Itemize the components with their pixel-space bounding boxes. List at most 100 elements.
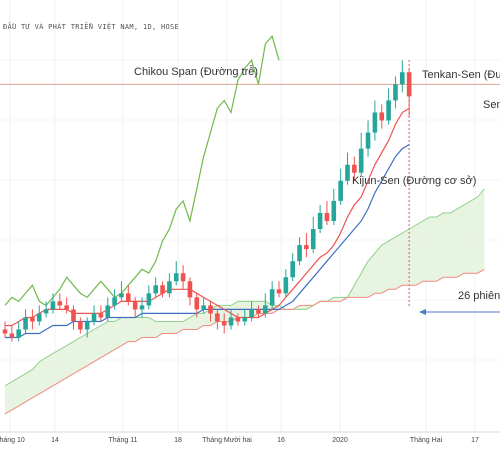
candle-body [324, 212, 330, 221]
candle-body [393, 84, 398, 101]
candle-body [16, 329, 21, 338]
candle [153, 277, 158, 298]
candle-body [228, 317, 234, 326]
candle-body [386, 100, 391, 121]
candle-body [372, 112, 378, 133]
candle [30, 309, 35, 330]
candle [2, 321, 8, 338]
candle [167, 273, 172, 298]
x-axis: Tháng 10 14 Tháng 11 18 Tháng Mười hai 16 2020… [0, 431, 500, 444]
chart-title: ĐẦU TƯ VÀ PHÁT TRIỂN VIỆT NAM, 1D, HOSE [3, 22, 179, 31]
candle [43, 301, 49, 318]
candle [36, 305, 42, 326]
candle [379, 104, 385, 129]
candle [180, 265, 186, 290]
candle-body [9, 333, 15, 338]
x-tick-label: 17 [471, 437, 479, 444]
tenkan-label: Tenkan-Sen (Đư [422, 69, 500, 81]
candle [132, 297, 138, 318]
candle [269, 281, 275, 310]
candle-body [276, 289, 282, 294]
candle-body [269, 289, 275, 306]
candle [112, 289, 117, 310]
candle [304, 233, 309, 258]
candle-body [173, 273, 179, 282]
candle [263, 293, 268, 318]
x-tick-label: 14 [51, 437, 59, 444]
candle [50, 293, 56, 314]
candle-body [358, 148, 364, 173]
kijun-line [5, 144, 410, 339]
candlesticks [2, 60, 412, 342]
candle-body [160, 285, 165, 294]
candle-body [400, 72, 405, 85]
candle [242, 309, 248, 326]
candle-body [119, 293, 124, 298]
candle-body [57, 301, 63, 306]
candle [297, 237, 302, 266]
candle-body [208, 305, 213, 314]
candle [365, 120, 371, 157]
candle-body [194, 297, 200, 310]
candle-body [352, 164, 357, 173]
candle [139, 297, 145, 318]
candle-body [221, 321, 227, 326]
senkou-span-a-line [4, 188, 485, 387]
candle [317, 204, 323, 234]
candle [57, 293, 63, 310]
candle [249, 301, 254, 322]
candle [406, 68, 412, 117]
candle-body [36, 313, 42, 322]
sessions-label: 26 phiên [458, 290, 500, 302]
candle [78, 317, 83, 334]
candle-body [84, 321, 90, 330]
candle [235, 313, 241, 326]
candle-body [112, 297, 117, 306]
candle [310, 216, 316, 254]
candle-body [71, 309, 76, 322]
candle [208, 301, 213, 322]
candle [393, 76, 398, 109]
candle-body [30, 317, 35, 322]
candle-body [235, 317, 241, 322]
candle-body [310, 229, 316, 250]
candle [358, 132, 364, 177]
candle-body [78, 321, 83, 330]
candle [228, 309, 234, 330]
candle-body [187, 281, 193, 298]
candle [23, 309, 28, 334]
chikou-line [4, 34, 280, 307]
candle [352, 156, 357, 181]
x-tick-label: Tháng 10 [0, 437, 25, 444]
candle-body [215, 313, 220, 322]
x-tick-label: 2020 [332, 437, 348, 444]
candle-body [153, 285, 158, 294]
candle-body [126, 293, 131, 302]
candle-body [304, 245, 309, 250]
candle [221, 313, 227, 334]
candle [400, 60, 405, 93]
candle [345, 152, 350, 185]
candle-body [132, 301, 138, 310]
candle [105, 297, 111, 322]
candle-body [331, 200, 337, 221]
candle [187, 277, 193, 306]
candle [119, 281, 124, 302]
candle [160, 281, 165, 298]
candle [283, 269, 289, 298]
candle-body [365, 132, 371, 149]
sessions-arrow [419, 309, 500, 315]
candle-body [146, 293, 152, 306]
x-tick-label: Tháng Hai [410, 437, 443, 444]
candle-body [139, 305, 145, 310]
candle-body [242, 317, 248, 322]
candle-body [297, 245, 302, 262]
candle-body [256, 309, 261, 314]
candle-body [64, 305, 69, 310]
candle [331, 188, 337, 225]
candle-body [249, 309, 254, 318]
x-tick-label: 18 [174, 437, 182, 444]
tenkan-line [5, 107, 410, 327]
candle [64, 297, 69, 314]
chikou-label: Chikou Span (Đường trễ) [134, 65, 258, 78]
